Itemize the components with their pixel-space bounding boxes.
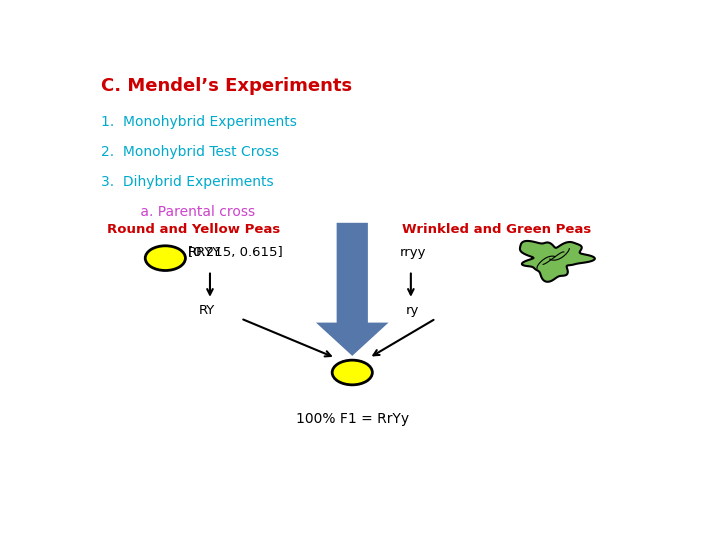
Polygon shape [520,241,595,282]
Text: 100% F1 = RrYy: 100% F1 = RrYy [296,412,409,426]
Text: ry: ry [405,304,418,317]
Text: RY: RY [199,304,215,317]
Text: [0.215, 0.615]: [0.215, 0.615] [188,246,282,259]
Polygon shape [316,223,389,356]
Ellipse shape [145,246,186,271]
Text: C. Mendel’s Experiments: C. Mendel’s Experiments [101,77,352,95]
Text: rryy: rryy [400,246,426,259]
Text: RRYY: RRYY [188,246,221,259]
Text: Wrinkled and Green Peas: Wrinkled and Green Peas [402,223,592,236]
Text: Round and Yellow Peas: Round and Yellow Peas [107,223,280,236]
Text: 2.  Monohybrid Test Cross: 2. Monohybrid Test Cross [101,145,279,159]
Text: 1.  Monohybrid Experiments: 1. Monohybrid Experiments [101,114,297,129]
Text: 3.  Dihybrid Experiments: 3. Dihybrid Experiments [101,174,274,188]
Text: a. Parental cross: a. Parental cross [101,205,256,219]
Ellipse shape [332,360,372,385]
